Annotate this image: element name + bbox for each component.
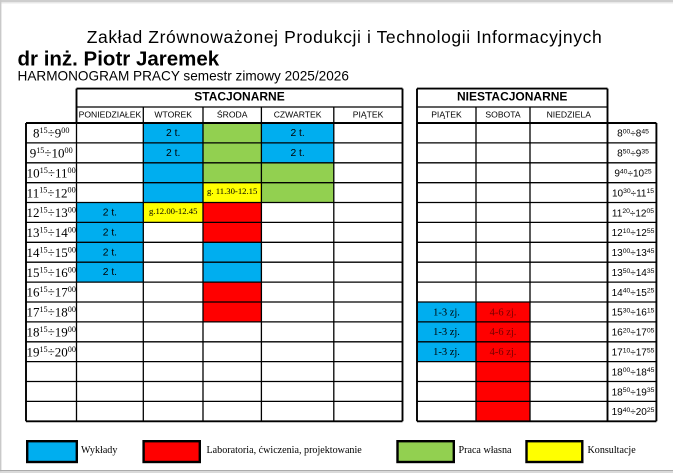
svg-text:1215÷1300: 1215÷1300 (26, 205, 76, 220)
svg-text:Zakład Zrównoważonej Produkcji: Zakład Zrównoważonej Produkcji i Technol… (87, 27, 603, 47)
svg-text:1620÷1705: 1620÷1705 (612, 327, 655, 338)
svg-text:2 t.: 2 t. (290, 148, 304, 159)
svg-text:2 t.: 2 t. (166, 148, 180, 159)
svg-text:4-6 zj.: 4-6 zj. (490, 327, 517, 338)
svg-text:HARMONOGRAM PRACY semestr zimo: HARMONOGRAM PRACY semestr zimowy 2025/20… (18, 69, 349, 84)
svg-text:STACJONARNE: STACJONARNE (194, 89, 284, 103)
svg-text:1210÷1255: 1210÷1255 (612, 228, 655, 239)
svg-text:1615÷1700: 1615÷1700 (26, 285, 76, 300)
svg-text:1440÷1525: 1440÷1525 (612, 288, 655, 299)
svg-text:g.12.00-12.45: g.12.00-12.45 (149, 206, 198, 216)
svg-text:2 t.: 2 t. (166, 128, 180, 139)
svg-text:1115÷1200: 1115÷1200 (27, 185, 76, 200)
svg-text:1530÷1615: 1530÷1615 (612, 308, 655, 319)
svg-text:1515÷1600: 1515÷1600 (26, 265, 76, 280)
svg-text:4-6 zj.: 4-6 zj. (490, 347, 517, 358)
svg-text:1300÷1345: 1300÷1345 (612, 248, 655, 259)
svg-text:1350÷1435: 1350÷1435 (612, 268, 655, 279)
svg-text:1015÷1100: 1015÷1100 (27, 165, 76, 180)
svg-text:Praca własna: Praca własna (459, 445, 512, 456)
svg-text:1415÷1500: 1415÷1500 (26, 245, 76, 260)
svg-text:1915÷2000: 1915÷2000 (26, 344, 76, 359)
svg-text:PIĄTEK: PIĄTEK (431, 109, 462, 119)
svg-text:dr inż. Piotr Jaremek: dr inż. Piotr Jaremek (18, 48, 220, 71)
svg-text:SOBOTA: SOBOTA (485, 109, 520, 119)
svg-text:2 t.: 2 t. (103, 208, 117, 219)
svg-text:2 t.: 2 t. (290, 128, 304, 139)
svg-text:1940÷2025: 1940÷2025 (612, 407, 655, 418)
svg-text:1710÷1755: 1710÷1755 (612, 347, 655, 358)
svg-text:NIESTACJONARNE: NIESTACJONARNE (457, 89, 567, 103)
svg-text:850÷935: 850÷935 (617, 148, 649, 159)
svg-text:940÷1025: 940÷1025 (614, 168, 652, 179)
svg-text:1-3 zj.: 1-3 zj. (433, 347, 460, 358)
svg-text:1815÷1900: 1815÷1900 (26, 325, 76, 340)
svg-text:CZWARTEK: CZWARTEK (274, 109, 322, 119)
svg-text:NIEDZIELA: NIEDZIELA (547, 109, 592, 119)
svg-text:1315÷1400: 1315÷1400 (26, 225, 76, 240)
svg-text:800÷845: 800÷845 (617, 129, 649, 140)
svg-text:2 t.: 2 t. (103, 267, 117, 278)
svg-text:Wykłady: Wykłady (81, 445, 117, 456)
svg-text:1850÷1935: 1850÷1935 (612, 387, 655, 398)
svg-text:1715÷1800: 1715÷1800 (26, 305, 76, 320)
svg-text:ŚRODA: ŚRODA (217, 108, 248, 119)
svg-text:Laboratoria, ćwiczenia, projek: Laboratoria, ćwiczenia, projektowanie (207, 445, 363, 456)
svg-text:g. 11.30-12.15: g. 11.30-12.15 (207, 186, 257, 196)
svg-text:Konsultacje: Konsultacje (588, 445, 637, 456)
svg-text:1800÷1845: 1800÷1845 (612, 367, 655, 378)
svg-text:2 t.: 2 t. (103, 247, 117, 258)
svg-text:PONIEDZIAŁEK: PONIEDZIAŁEK (79, 109, 142, 119)
svg-text:4-6 zj.: 4-6 zj. (490, 307, 517, 318)
svg-text:WTOREK: WTOREK (154, 109, 192, 119)
svg-text:1-3 zj.: 1-3 zj. (433, 307, 460, 318)
svg-text:2 t.: 2 t. (103, 227, 117, 238)
svg-text:PIĄTEK: PIĄTEK (353, 109, 384, 119)
svg-text:1-3 zj.: 1-3 zj. (433, 327, 460, 338)
svg-text:1030÷1115: 1030÷1115 (612, 188, 654, 199)
svg-text:1120÷1205: 1120÷1205 (612, 208, 654, 219)
